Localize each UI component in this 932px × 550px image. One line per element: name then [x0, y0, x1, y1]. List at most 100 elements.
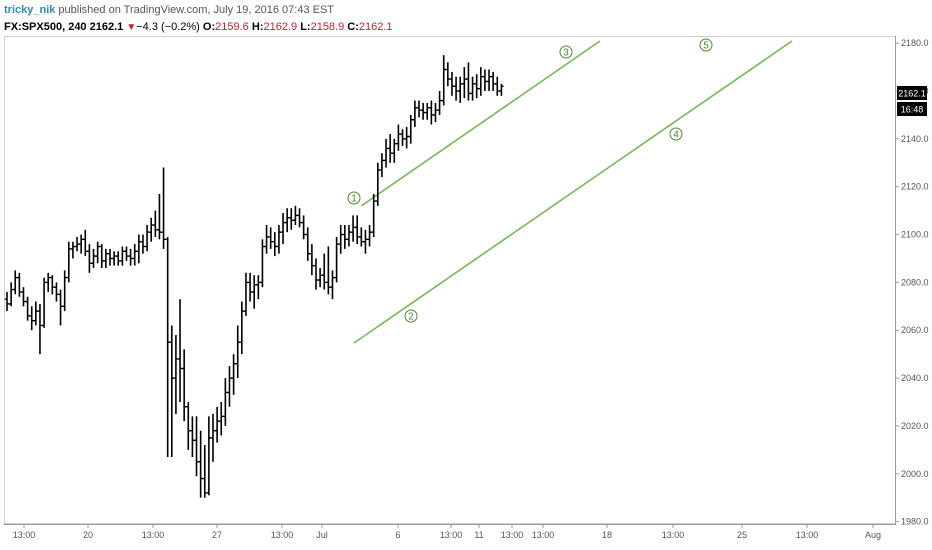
ohlc-bar — [194, 416, 199, 477]
wave-label: 3 — [559, 45, 573, 59]
price-badge: 2162.1 16:48 — [897, 86, 927, 116]
ohlc-bar — [486, 69, 492, 92]
plot-frame — [4, 36, 896, 524]
ohlc-bar — [25, 296, 30, 321]
ohlc-bar — [499, 83, 504, 96]
ohlc-bar — [231, 354, 236, 395]
xtick-label: 13:00 — [662, 530, 685, 540]
trend-channel[interactable] — [353, 40, 793, 344]
badge-price: 2162.1 — [898, 89, 926, 99]
ohlc-bar — [161, 167, 166, 249]
ohlc-bar — [169, 325, 174, 458]
ohlc-bar — [342, 224, 348, 249]
symbol-label[interactable]: FX:SPX500, 240 — [4, 21, 87, 33]
close-value: 2162.1 — [358, 21, 393, 33]
ohlc-bar — [293, 205, 298, 225]
ohlc-bar — [62, 270, 67, 312]
high-value: 2162.9 — [263, 21, 298, 33]
ohlc-bar — [367, 224, 372, 247]
ohlc-bar — [198, 430, 203, 498]
ohlc-bar — [227, 366, 232, 407]
ohlc-bar — [404, 126, 409, 149]
ohlc-bar — [338, 224, 343, 254]
ohlc-bar — [95, 241, 100, 264]
ohlc-bar — [392, 138, 397, 163]
channel-lower-line[interactable] — [353, 40, 793, 344]
xtick-label: 13:00 — [142, 530, 165, 540]
ohlc-bar — [214, 406, 220, 443]
ohlc-bar — [66, 241, 71, 283]
ohlc-bar — [54, 282, 59, 302]
ohlc-bar — [41, 277, 47, 328]
ytick-label: 1980.0 — [901, 517, 929, 527]
ohlc-bar — [91, 248, 96, 269]
wave-label: 1 — [347, 191, 361, 205]
ohlc-bar — [462, 67, 467, 99]
xtick-label: 13:00 — [532, 530, 555, 540]
high-label: H: — [251, 21, 264, 33]
xtick-label: 13:00 — [13, 530, 36, 540]
ohlc-bar — [375, 162, 380, 206]
ohlc-bar — [239, 301, 245, 355]
ohlc-bar — [50, 275, 55, 295]
xtick-label: 6 — [395, 530, 400, 540]
ohlc-bar — [346, 224, 352, 247]
ohlc-bar — [223, 378, 228, 426]
ohlc-bar — [83, 229, 88, 257]
ohlc-bar — [153, 210, 158, 237]
ohlc-bar — [317, 268, 323, 288]
wave-label: 4 — [669, 127, 683, 141]
ohlc-bar — [132, 244, 137, 266]
ohlc-bar — [120, 246, 125, 266]
xtick-label: Aug — [865, 530, 881, 540]
ohlc-bar — [149, 217, 154, 242]
ohlc-bar — [256, 275, 261, 300]
ohlc-bar — [157, 193, 162, 240]
ohlc-bar — [252, 275, 257, 309]
ohlc-bar — [210, 413, 216, 462]
down-arrow-icon: ▼ — [126, 22, 137, 33]
xtick-label: 18 — [602, 530, 612, 540]
svg-text:1: 1 — [351, 194, 357, 205]
xtick-label: 13:00 — [501, 530, 524, 540]
ohlc-bar — [235, 325, 240, 379]
ohlc-bar — [21, 287, 26, 307]
ohlc-bar — [58, 289, 63, 326]
chart-header: tricky_nik published on TradingView.com,… — [0, 0, 932, 36]
low-value: 2158.9 — [310, 21, 345, 33]
ohlc-bar — [305, 227, 310, 261]
ohlc-bar — [78, 234, 84, 254]
ohlc-bar — [173, 335, 179, 414]
xtick-label: 11 — [474, 530, 483, 540]
time-axis[interactable]: 13:00 20 13:00 27 13:00 Jul 6 13:00 11 13:00 13:00… — [13, 524, 881, 540]
ohlc-bar — [181, 349, 187, 422]
ohlc-bar — [165, 236, 170, 458]
ohlc-bar — [140, 234, 146, 254]
ohlc-bar — [297, 208, 302, 228]
svg-text:5: 5 — [703, 41, 709, 52]
ohlc-bar — [445, 62, 451, 87]
channel-upper-line[interactable] — [360, 40, 601, 207]
xtick-label: 13:00 — [440, 530, 463, 540]
xtick-label: 20 — [83, 530, 93, 540]
ohlc-bar — [474, 74, 479, 99]
ohlc-bar — [387, 134, 393, 163]
ohlc-bar — [326, 246, 331, 295]
ohlc-bar — [490, 71, 496, 92]
ohlc-bar — [309, 244, 315, 276]
author-link[interactable]: tricky_nik — [4, 4, 56, 16]
ohlc-bar — [334, 236, 339, 283]
open-label: O: — [202, 21, 216, 33]
countdown-badge — [897, 102, 927, 116]
ohlc-bar — [107, 248, 113, 266]
ohlc-bar — [243, 272, 249, 316]
ohlc-bar — [103, 248, 109, 269]
ohlc-legend: FX:SPX500, 240 2162.1 ▼−4.3 (−0.2%) O:21… — [4, 21, 393, 33]
ohlc-bar — [371, 193, 376, 237]
ohlc-bar — [144, 224, 150, 252]
ohlc-bar — [124, 246, 129, 261]
ohlc-bar — [87, 244, 92, 273]
ytick-label: 2180.0 — [901, 38, 929, 48]
ohlc-bar — [17, 272, 22, 297]
